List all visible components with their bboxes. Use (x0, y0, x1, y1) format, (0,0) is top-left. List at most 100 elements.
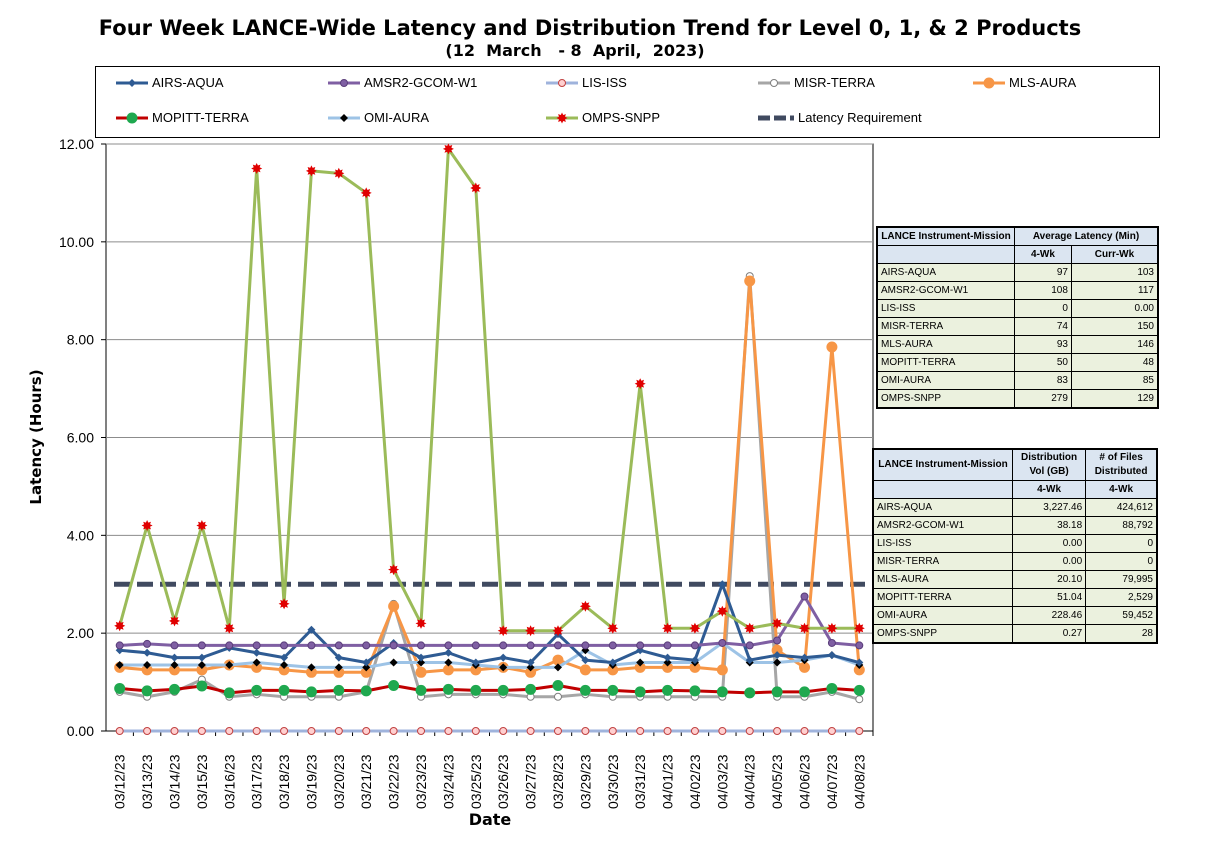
data-point-mopitt-terra (771, 686, 783, 698)
distribution-table-row: MOPITT-TERRA 51.04 2,529 (872, 588, 1158, 607)
data-point-mopitt-terra (415, 684, 427, 696)
data-point-mopitt-terra (168, 683, 180, 695)
legend-swatch (546, 78, 578, 87)
series-airs-aqua (115, 580, 864, 667)
data-point-mopitt-terra (826, 682, 838, 694)
data-point-lis-iss (718, 727, 727, 735)
data-point-omi-aura (143, 660, 152, 669)
data-point-amsr2-gcom-w1 (362, 641, 371, 650)
data-point-mopitt-terra (662, 684, 674, 696)
data-point-mls-aura (388, 600, 400, 612)
data-point-mopitt-terra (853, 684, 865, 696)
data-point-airs-aqua (307, 625, 316, 634)
data-point-mopitt-terra (497, 684, 509, 696)
distribution-table-cell-value: 424,612 (1085, 498, 1158, 517)
data-point-omps-snpp (169, 615, 180, 627)
data-point-lis-iss (143, 727, 152, 735)
data-point-mls-aura (579, 664, 591, 676)
x-tick-label: 04/07/23 (824, 754, 840, 809)
latency-table-cell-value: 117 (1070, 281, 1159, 300)
distribution-table-cell-name: MOPITT-TERRA (872, 588, 1013, 607)
data-point-amsr2-gcom-w1 (471, 641, 480, 650)
distribution-table-cell-name: OMI-AURA (872, 606, 1013, 625)
distribution-table-cell-name: MISR-TERRA (872, 552, 1013, 571)
data-point-omps-snpp (607, 622, 619, 634)
data-point-omi-aura (280, 660, 289, 669)
data-point-airs-aqua (745, 656, 754, 665)
distribution-table-cell-name: MLS-AURA (872, 570, 1013, 589)
distribution-table-col-instrument: LANCE Instrument-Mission (872, 448, 1013, 481)
data-point-omi-aura (334, 663, 343, 672)
y-tick-label: 4.00 (67, 527, 94, 543)
data-point-airs-aqua (197, 653, 206, 662)
data-point-omps-snpp (497, 625, 509, 637)
distribution-table-row: OMI-AURA 228.46 59,452 (872, 606, 1158, 625)
data-point-airs-aqua (170, 653, 179, 662)
x-tick-label: 03/15/23 (194, 754, 210, 809)
data-point-amsr2-gcom-w1 (252, 641, 261, 650)
data-point-amsr2-gcom-w1 (334, 641, 343, 650)
latency-table-row: MOPITT-TERRA 50 48 (876, 353, 1159, 372)
latency-table-cell-value: 0 (1014, 299, 1072, 318)
data-point-airs-aqua (855, 658, 864, 667)
x-tick-label: 03/18/23 (276, 754, 292, 809)
data-point-mopitt-terra (114, 682, 126, 694)
data-point-mopitt-terra (689, 685, 701, 697)
series-line-amsr2-gcom-w1 (119, 594, 860, 647)
data-point-amsr2-gcom-w1 (553, 641, 562, 650)
data-point-omi-aura (526, 663, 535, 672)
latency-table-cell-value: 279 (1014, 389, 1072, 409)
x-tick-label: 03/20/23 (331, 754, 347, 809)
legend-swatch (758, 78, 790, 87)
x-tick-label: 04/03/23 (714, 754, 730, 809)
data-point-airs-aqua (827, 651, 836, 660)
distribution-table-row: OMPS-SNPP 0.27 28 (872, 624, 1158, 644)
data-point-airs-aqua (718, 580, 727, 589)
y-tick-label: 8.00 (67, 332, 94, 348)
data-point-omps-snpp (579, 600, 591, 612)
data-point-omps-snpp (470, 182, 482, 194)
data-point-airs-aqua (417, 653, 426, 662)
legend-marker (340, 78, 348, 87)
data-point-amsr2-gcom-w1 (115, 641, 124, 650)
distribution-table-cell-value: 59,452 (1085, 606, 1158, 625)
data-point-lis-iss (773, 727, 782, 735)
series-line-mopitt-terra (119, 684, 860, 695)
y-axis-label: Latency (Hours) (27, 369, 45, 504)
legend-label: AIRS-AQUA (152, 75, 224, 90)
latency-table-row: OMPS-SNPP 279 129 (876, 389, 1159, 409)
latency-table-cell-name: OMI-AURA (876, 371, 1015, 390)
latency-table-cell-value: 83 (1014, 371, 1072, 390)
latency-table-cell-name: OMPS-SNPP (876, 389, 1015, 409)
data-point-airs-aqua (444, 648, 453, 657)
data-point-omi-aura (499, 663, 508, 672)
data-point-lis-iss (444, 727, 453, 735)
distribution-table-cell-value: 28 (1085, 624, 1158, 644)
series-mopitt-terra (114, 680, 865, 699)
distribution-table-cell-value: 88,792 (1085, 516, 1158, 535)
data-point-omi-aura (389, 658, 398, 667)
latency-table-row: OMI-AURA 83 85 (876, 371, 1159, 390)
latency-table-blank (876, 245, 1015, 264)
data-point-omps-snpp (853, 622, 865, 634)
data-point-airs-aqua (362, 658, 371, 667)
data-point-mls-aura (716, 664, 728, 676)
latency-table-cell-value: 97 (1014, 263, 1072, 282)
y-tick-label: 10.00 (59, 234, 94, 250)
data-point-lis-iss (663, 727, 672, 735)
x-tick-label: 04/05/23 (769, 754, 785, 809)
data-point-omps-snpp (442, 143, 454, 155)
data-point-lis-iss (362, 727, 371, 735)
data-point-omps-snpp (305, 165, 317, 177)
series-line-airs-aqua (119, 582, 860, 665)
latency-table: LANCE Instrument-Mission Average Latency… (876, 226, 1159, 409)
data-point-omi-aura (773, 658, 782, 667)
latency-table-cell-value: 108 (1014, 281, 1072, 300)
legend-label: MISR-TERRA (794, 75, 875, 90)
data-point-mopitt-terra (552, 680, 564, 692)
distribution-table: LANCE Instrument-Mission Distribution Vo… (872, 448, 1158, 644)
legend-item: OMI-AURA (326, 110, 429, 125)
x-tick-label: 03/16/23 (221, 754, 237, 809)
legend-swatch (973, 77, 1005, 88)
data-point-amsr2-gcom-w1 (526, 641, 535, 650)
